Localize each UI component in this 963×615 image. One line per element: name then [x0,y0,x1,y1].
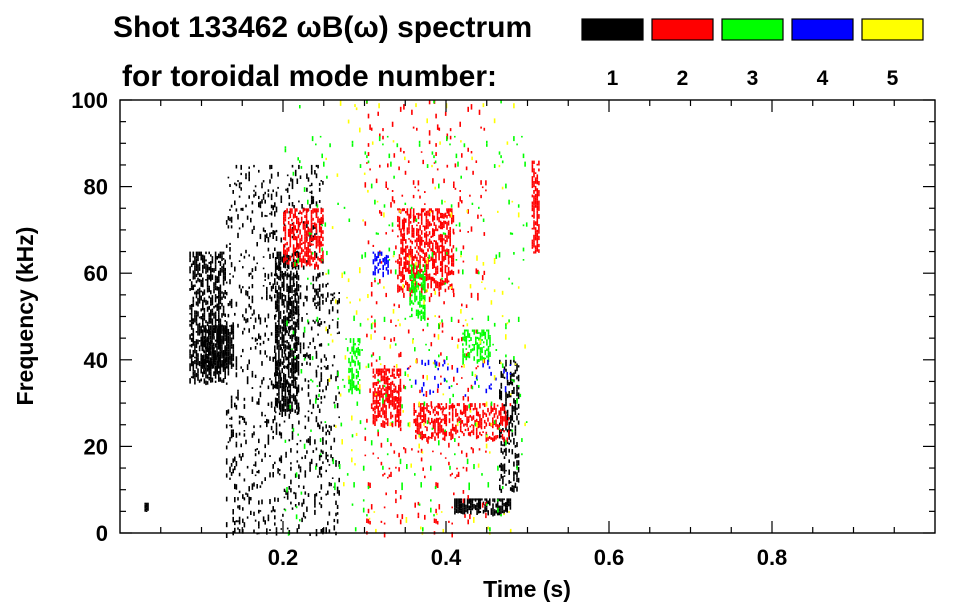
x-tick-label: 0.6 [594,545,625,570]
x-tick-label: 0.4 [431,545,462,570]
x-tick-label: 0.8 [757,545,788,570]
chart-title: Shot 133462 ωB(ω) spectrum [113,11,532,44]
mode-1-region-3 [225,164,324,538]
legend-swatch-mode-2 [651,18,714,41]
mode-3-region-17 [284,100,528,536]
legend-swatch-mode-3 [721,18,784,41]
mode-1-region-5 [454,498,512,517]
legend-label-mode-4: 4 [817,67,829,90]
mode-1-region-4 [315,273,340,536]
legend-label-mode-5: 5 [887,67,899,90]
legend: 1 2 3 4 5 [581,18,924,90]
mode-1-region-1 [201,325,235,374]
spectrogram-data [144,100,540,538]
mode-2-region-9 [372,368,402,428]
x-axis-label: Time (s) [483,576,571,602]
y-tick-label: 60 [84,261,108,286]
y-tick-label: 20 [84,434,108,459]
mode-4-region-19 [406,359,512,397]
y-tick-label: 40 [84,348,108,373]
mode-3-region-16 [462,329,491,365]
mode-2-region-13 [364,100,487,538]
mode-2-region-12 [531,160,540,254]
y-axis-label: Frequency (kHz) [12,227,38,406]
axis-ticks [120,99,935,534]
y-tick-label: 80 [84,175,108,200]
mode-1-region-7 [144,502,149,512]
legend-label-mode-2: 2 [677,67,689,90]
chart-subtitle: for toroidal mode number: [122,60,497,93]
mode-3-region-15 [409,264,426,321]
legend-label-mode-1: 1 [607,67,619,90]
mode-3-region-14 [348,338,361,395]
legend-label-mode-3: 3 [747,67,759,90]
y-tick-label: 100 [71,88,108,113]
mode-2-region-8 [283,208,324,270]
legend-swatch-mode-4 [791,18,854,41]
mode-2-region-10 [397,208,455,296]
mode-4-region-18 [372,251,389,278]
mode-5-region-20 [325,100,526,535]
x-tick-label: 0.2 [268,545,299,570]
axis-tick-labels: 0 20 40 60 80 100 0.2 0.4 0.6 0.8 [71,88,787,570]
legend-swatch-mode-5 [861,18,924,41]
mode-1-region-6 [499,359,520,493]
y-tick-label: 0 [96,521,108,546]
mode-2-region-11 [413,403,512,442]
legend-swatch-mode-1 [581,18,644,41]
